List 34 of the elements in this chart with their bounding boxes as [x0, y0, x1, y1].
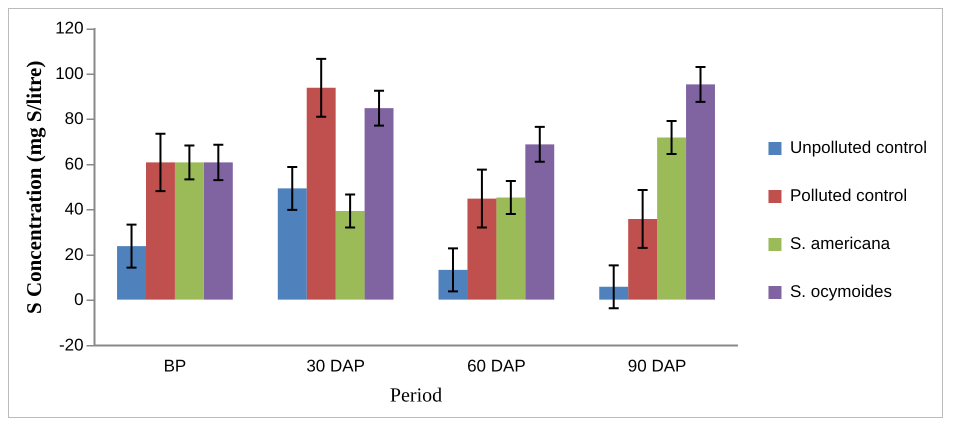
- legend-label: Polluted control: [790, 186, 908, 206]
- x-tick-label: 60 DAP: [467, 356, 526, 376]
- bar: [306, 88, 336, 300]
- legend-label: S. americana: [790, 234, 891, 254]
- y-tick-label: 20: [64, 244, 84, 264]
- x-axis-title: Period: [390, 384, 442, 406]
- bar: [438, 270, 468, 300]
- x-tick-label: 30 DAP: [306, 356, 365, 376]
- y-axis-title: S Concentration (mg S/litre): [22, 60, 46, 314]
- bar: [336, 211, 365, 300]
- bar: [146, 162, 175, 300]
- bar: [467, 198, 496, 300]
- y-tick-label: 120: [55, 18, 84, 38]
- bar: [117, 246, 146, 300]
- y-tick-label: 60: [64, 154, 84, 174]
- bar: [204, 162, 233, 300]
- y-tick-label: 80: [64, 109, 84, 128]
- bar: [628, 218, 658, 300]
- y-tick-label: 40: [64, 200, 84, 219]
- legend-label: S. ocymoides: [790, 282, 892, 302]
- bar: [657, 138, 686, 300]
- bar: [686, 84, 715, 300]
- y-tick-label: -20: [58, 335, 84, 354]
- y-tick-label: 100: [55, 64, 84, 83]
- bar: [364, 108, 394, 300]
- legend-label: Unpolluted control: [790, 138, 927, 158]
- x-tick-label: 90 DAP: [628, 356, 686, 376]
- bar: [599, 286, 628, 300]
- bar: [278, 188, 307, 300]
- bar: [525, 144, 554, 300]
- x-tick-label: BP: [164, 356, 186, 376]
- y-tick-label: 0: [74, 290, 84, 310]
- bar: [174, 162, 204, 300]
- bar: [496, 197, 526, 300]
